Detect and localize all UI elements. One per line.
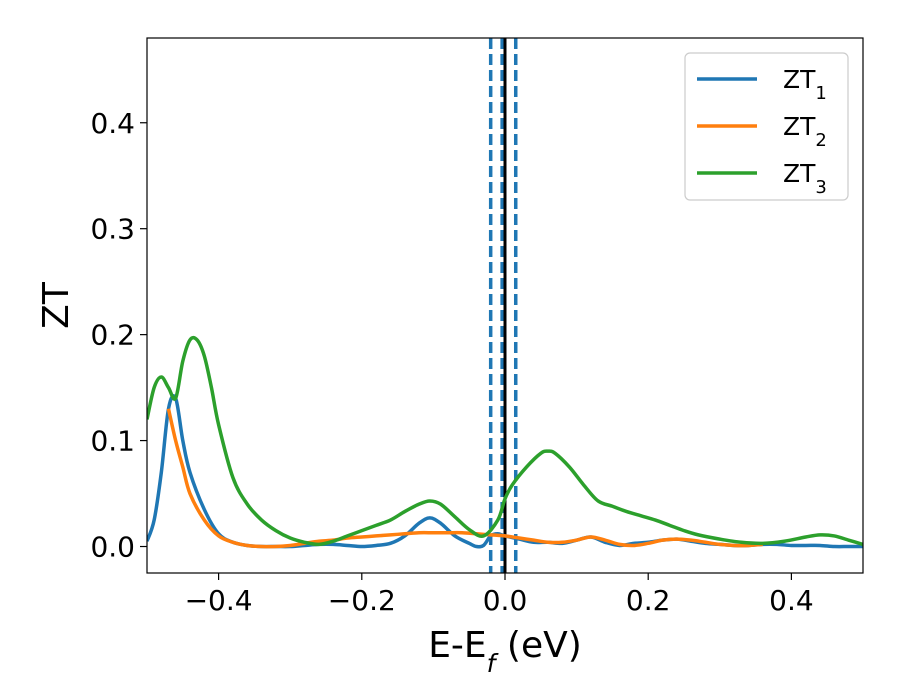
series-line-zt2 (166, 408, 763, 549)
y-tick-label: 0.2 (90, 319, 135, 352)
x-tick-label: −0.2 (328, 584, 396, 617)
y-axis-title: ZT (36, 281, 77, 329)
plot-area (147, 38, 863, 573)
axes: −0.4 −0.2 0.0 0.2 0.4 0.0 0.1 0.2 0.3 0.4 E-Ef (eV… (36, 37, 864, 678)
x-tick-label: −0.4 (185, 584, 253, 617)
y-tick-label: 0.4 (90, 107, 135, 140)
y-tick-label: 0.3 (90, 213, 135, 246)
legend-box (684, 52, 849, 201)
x-tick-label: 0.2 (626, 584, 671, 617)
series-line-zt3 (147, 335, 863, 547)
legend-label-zt1: ZT1 (783, 65, 827, 104)
y-tick-label: 0.1 (90, 425, 135, 458)
legend: ZT1 ZT2 ZT3 (684, 52, 849, 201)
x-tick-label: 0.0 (483, 584, 528, 617)
y-tick-label: 0.0 (90, 531, 135, 564)
legend-label-zt3: ZT3 (783, 159, 827, 198)
x-tick-label: 0.4 (769, 584, 814, 617)
legend-label-zt2: ZT2 (783, 112, 827, 151)
x-axis-title: E-Ef (eV) (428, 625, 582, 678)
